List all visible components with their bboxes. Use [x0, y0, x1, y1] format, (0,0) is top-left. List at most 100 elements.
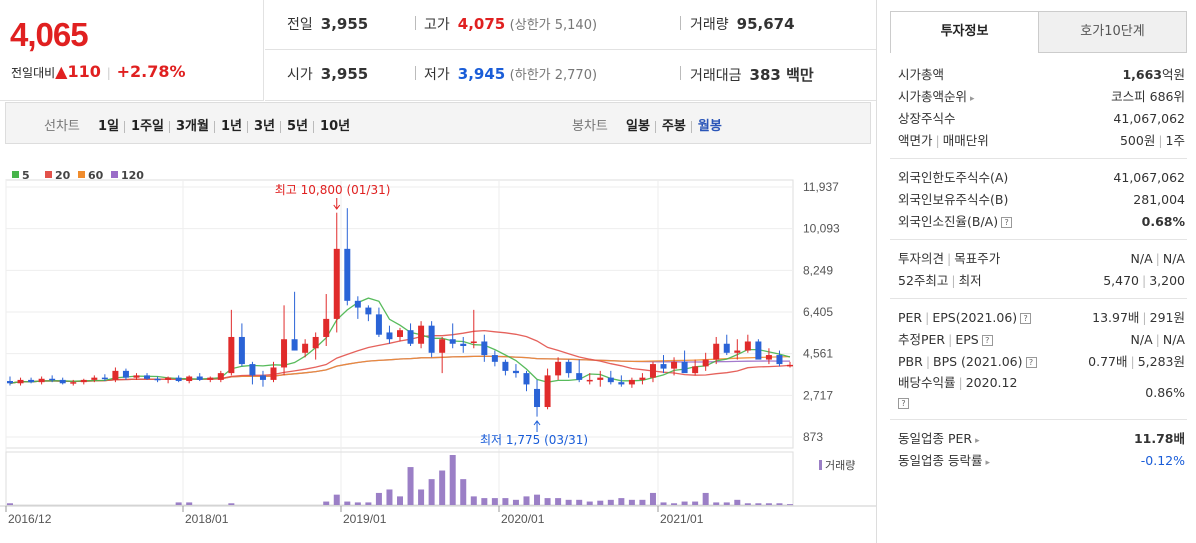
volume-bar: [470, 496, 477, 505]
opinion-row: 투자의견 | 목표주가 N/A | N/A: [898, 251, 1185, 266]
period-10y[interactable]: 10년: [314, 119, 356, 134]
period-1w[interactable]: 1주일: [125, 119, 170, 134]
candle-body: [38, 378, 45, 383]
candle-body: [196, 376, 203, 380]
volume-bar: [649, 492, 656, 505]
up-arrow-icon: [533, 420, 541, 432]
candle-body: [597, 377, 604, 380]
period-3m[interactable]: 3개월: [170, 119, 215, 134]
industry-rate-row[interactable]: 동일업종 등락률 ▸ -0.12%: [898, 453, 1185, 468]
legend-swatch: [45, 171, 52, 178]
candle-body: [101, 377, 108, 380]
period-3y[interactable]: 3년: [248, 119, 281, 134]
candle-body: [523, 373, 530, 385]
candle-body: [112, 370, 119, 380]
x-tick-label: 2020/01: [501, 512, 545, 526]
period-1y[interactable]: 1년: [215, 119, 248, 134]
help-icon[interactable]: ?: [898, 398, 909, 409]
candle-body: [323, 318, 330, 337]
candle-daily[interactable]: 일봉: [626, 119, 650, 134]
volume-legend-swatch: [819, 460, 822, 470]
candle-body: [122, 370, 129, 378]
candle-body: [607, 377, 614, 383]
listed-shares-row: 상장주식수 41,067,062: [898, 111, 1185, 126]
market-cap-row: 시가총액 1,663억원: [898, 67, 1185, 82]
trade-amount: 거래대금 383 백만: [690, 66, 814, 84]
volume-bar: [681, 501, 688, 505]
candle-body: [628, 379, 635, 385]
change-percent: +2.78%: [116, 62, 186, 81]
candle-body: [787, 364, 793, 367]
up-arrow-icon: ▲: [55, 62, 68, 81]
tab-invest-info[interactable]: 투자정보: [890, 11, 1039, 53]
volume-bar: [713, 502, 720, 505]
period-5y[interactable]: 5년: [281, 119, 314, 134]
x-tick-label: 2019/01: [343, 512, 387, 526]
volume-bar: [776, 503, 783, 505]
volume-bar: [186, 502, 193, 505]
candle-body: [681, 361, 688, 374]
prev-close: 전일 3,955: [287, 15, 369, 33]
candle-body: [428, 325, 435, 353]
open-price: 시가 3,955: [287, 65, 369, 83]
volume-bar: [375, 492, 382, 505]
industry-per-row[interactable]: 동일업종 PER ▸ 11.78배: [898, 431, 1185, 446]
volume-bar: [576, 499, 583, 505]
y-tick-label: 11,937: [803, 180, 839, 194]
volume-bar: [660, 502, 667, 505]
candle-body: [154, 378, 161, 381]
market-cap-rank-row[interactable]: 시가총액순위 ▸ 코스피 686위: [898, 89, 1185, 104]
candle-body: [165, 377, 172, 380]
candle-body: [713, 343, 720, 360]
candle-body: [407, 330, 414, 344]
volume-bar: [765, 503, 772, 505]
candle-body: [565, 361, 572, 374]
volume-bar: [344, 501, 351, 505]
help-icon[interactable]: ?: [1001, 217, 1013, 228]
volume-bar: [607, 499, 614, 505]
volume-bar: [618, 498, 625, 505]
volume-bar: [671, 503, 678, 505]
volume-bars: [7, 455, 793, 505]
volume-bar: [428, 479, 435, 505]
candle-body: [17, 379, 24, 384]
volume-bar: [365, 502, 372, 505]
candle-body: [639, 377, 646, 380]
candle-body: [734, 350, 741, 353]
candle-body: [576, 373, 583, 380]
price-summary: 전일 3,955 고가 4,075 (상한가 5,140) 거래량 95,674 시가…: [265, 0, 876, 101]
candle-body: [534, 388, 541, 408]
candle-body: [70, 382, 77, 384]
y-tick-label: 6,405: [803, 305, 833, 319]
volume-bar: [418, 489, 425, 505]
period-1d[interactable]: 1일: [98, 119, 120, 134]
volume-bar: [755, 503, 762, 505]
candle-body: [312, 336, 319, 349]
stock-chart: 5 20 60 120 11,937 10,093 8,249 6,405 4,561 2,71…: [0, 169, 876, 526]
chevron-right-icon: ▸: [970, 94, 975, 104]
candle-body: [418, 325, 425, 344]
candle-monthly[interactable]: 월봉: [692, 119, 728, 134]
tab-orderbook[interactable]: 호가10단계: [1038, 11, 1187, 53]
candle-body: [765, 355, 772, 360]
volume-bar: [323, 501, 330, 505]
candle-weekly[interactable]: 주봉: [656, 119, 692, 134]
candle-body: [291, 339, 298, 351]
candle-body: [744, 341, 751, 351]
foreign-hold-row: 외국인보유주식수(B) 281,004: [898, 192, 1185, 207]
min-annotation: 최저 1,775 (03/31): [480, 433, 588, 447]
candle-body: [59, 379, 66, 384]
help-icon[interactable]: ?: [981, 335, 993, 346]
volume-bar: [333, 494, 340, 505]
candle-body: [365, 307, 372, 315]
candle-body: [354, 300, 361, 308]
candle-body: [259, 375, 266, 380]
y-tick-label: 8,249: [803, 263, 833, 277]
help-icon[interactable]: ?: [1020, 313, 1032, 324]
candle-body: [228, 336, 235, 374]
y-tick-label: 873: [803, 430, 823, 444]
volume-bar: [565, 499, 572, 505]
volume-bar: [787, 504, 793, 505]
info-panel: 투자정보 호가10단계 시가총액 1,663억원 시가총액순위 ▸ 코스피 686위 …: [876, 0, 1196, 543]
help-icon[interactable]: ?: [1025, 357, 1037, 368]
